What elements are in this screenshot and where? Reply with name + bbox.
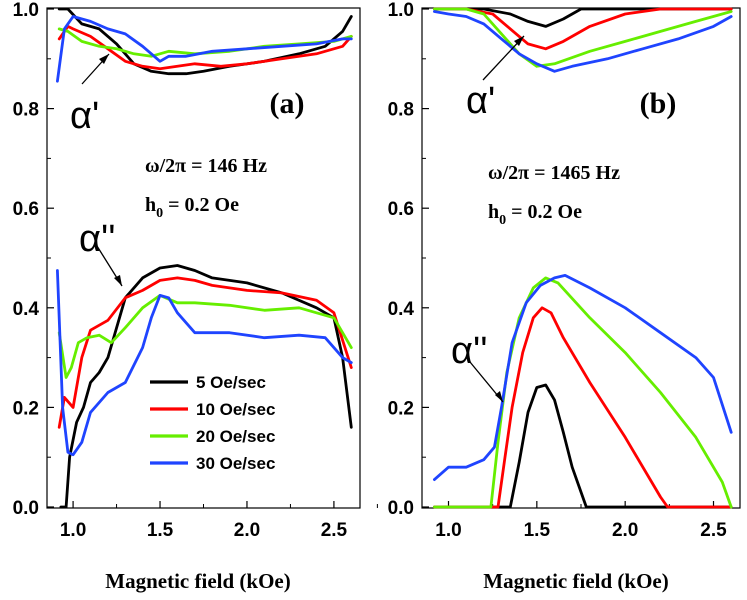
panel-b-frequency-annotation: ω/2π = 1465 Hz: [488, 162, 620, 184]
panel-a-alpha-prime-series-10-oe-sec: [57, 24, 353, 71]
panel-a-y-tick-label: 0.6: [13, 199, 39, 220]
panel-b-y-tick-label: 0.0: [388, 498, 414, 519]
panel-b-x-tick-label: 2.5: [700, 520, 727, 541]
panel-a-frequency-annotation: ω/2π = 146 Hz: [145, 155, 267, 177]
panel-a-alpha-double-prime-label: α'': [79, 218, 115, 260]
panel-b-x-tick-label: 1.0: [435, 520, 461, 541]
panel-a-alpha-double-prime-series-5-oe-sec: [59, 264, 353, 509]
panel-a: 1.0 1.5 2.0 2.5 0.0 0.2 0.4 0.6 0.8 1.0 Magnetic …: [13, 0, 378, 593]
panel-b-x-axis-label: Magnetic field (kOe): [483, 569, 668, 593]
panel-a-alpha-double-prime-series-30-oe-sec: [56, 269, 353, 457]
legend-label: 5 Oe/sec: [196, 373, 266, 392]
panel-a-y-tick-label: 0.8: [13, 100, 39, 121]
panel-b-alpha-double-prime-series-20-oe-sec: [432, 276, 733, 509]
panel-a-alpha-double-prime-arrowhead: [114, 275, 122, 286]
panel-b: 1.0 1.5 2.0 2.5 0.0 0.2 0.4 0.6 0.8 1.0 Magnetic …: [388, 0, 741, 593]
panel-a-y-tick-label: 0.4: [13, 299, 40, 320]
panel-a-y-tick-label: 1.0: [13, 0, 39, 21]
panel-b-alpha-double-prime-arrowhead: [495, 391, 503, 402]
panel-a-alpha-prime-arrowhead: [99, 54, 109, 64]
legend: 5 Oe/sec 10 Oe/sec 20 Oe/sec 30 Oe/sec: [150, 373, 275, 473]
panel-b-field-annotation: h0 = 0.2 Oe: [488, 201, 582, 228]
panel-a-label: (a): [270, 87, 305, 120]
panel-b-x-tick-label: 2.0: [612, 520, 638, 541]
panel-b-alpha-prime-arrowhead: [514, 36, 524, 46]
panel-b-y-tick-label: 0.4: [388, 299, 415, 320]
panel-a-field-annotation: h0 = 0.2 Oe: [145, 194, 239, 221]
panel-a-alpha-double-prime-series-10-oe-sec: [57, 276, 353, 429]
panel-a-x-tick-label: 1.5: [147, 520, 174, 541]
panel-b-alpha-double-prime-series-5-oe-sec: [432, 383, 733, 509]
legend-label: 30 Oe/sec: [196, 454, 275, 473]
legend-label: 20 Oe/sec: [196, 427, 275, 446]
panel-b-y-tick-label: 0.2: [388, 398, 414, 419]
panel-a-alpha-double-prime-series-20-oe-sec: [57, 293, 353, 379]
panel-b-y-tick-label: 1.0: [388, 0, 414, 21]
panel-b-x-tick-label: 1.5: [524, 520, 551, 541]
panel-a-alpha-prime-label: α': [70, 95, 99, 137]
panel-a-x-tick-label: 2.0: [234, 520, 260, 541]
panel-a-alpha-prime-series-5-oe-sec: [57, 7, 353, 76]
panel-b-alpha-double-prime-label: α'': [451, 330, 487, 372]
panel-b-alpha-prime-series-5-oe-sec: [432, 7, 733, 28]
panel-a-x-tick-label: 1.0: [60, 520, 86, 541]
panel-b-alpha-prime-series-10-oe-sec: [432, 7, 733, 51]
panel-b-alpha-prime-label: α': [466, 80, 495, 122]
panel-a-x-axis-label: Magnetic field (kOe): [105, 569, 290, 593]
panel-b-alpha-prime-series-30-oe-sec: [432, 10, 733, 73]
panel-a-y-tick-label: 0.2: [13, 398, 39, 419]
panel-a-alpha-prime-series-30-oe-sec: [56, 15, 353, 83]
panel-b-y-tick-label: 0.6: [388, 199, 414, 220]
panel-b-alpha-double-prime-series-10-oe-sec: [432, 306, 733, 509]
panel-b-y-tick-label: 0.8: [388, 100, 414, 121]
panel-b-alpha-prime-series-20-oe-sec: [432, 7, 733, 68]
panel-a-x-tick-label: 2.5: [321, 520, 348, 541]
legend-label: 10 Oe/sec: [196, 400, 275, 419]
panel-a-y-tick-label: 0.0: [13, 498, 39, 519]
panel-b-label: (b): [640, 87, 677, 120]
panel-b-alpha-double-prime-series-30-oe-sec: [432, 273, 733, 482]
